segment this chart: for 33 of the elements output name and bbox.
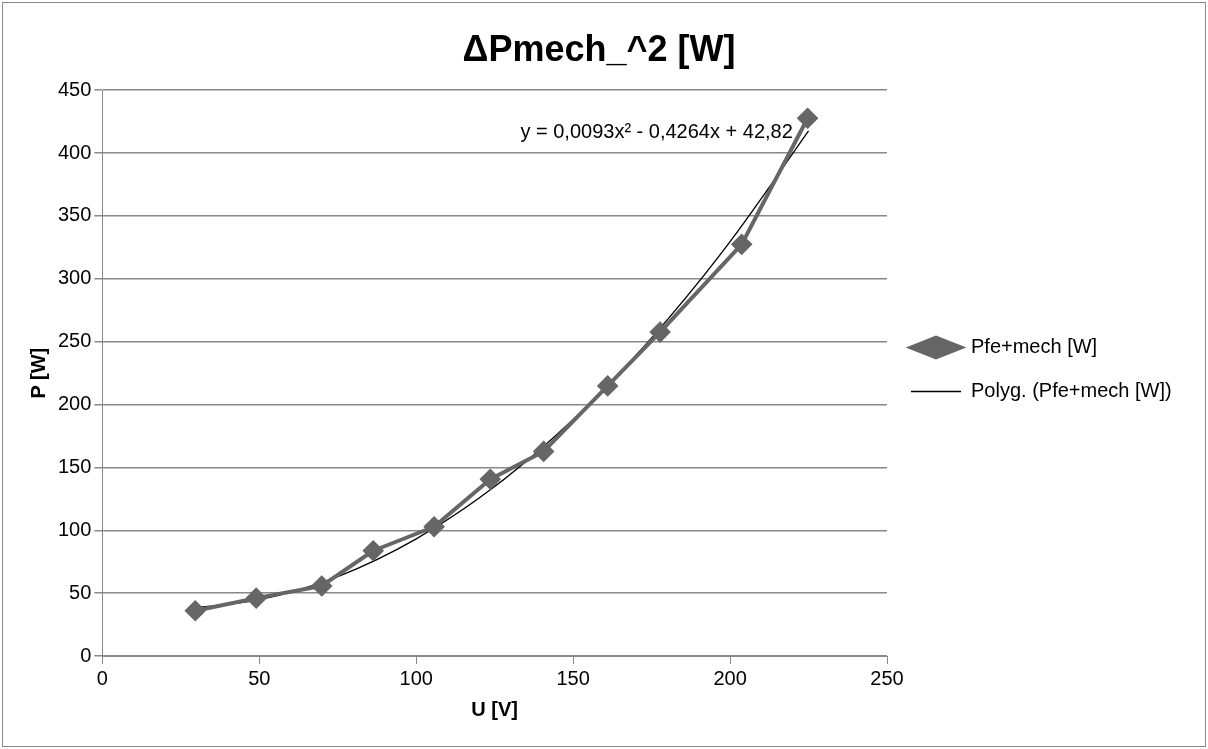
x-tick-label: 0 [96,666,108,689]
x-tick-label: 100 [399,666,433,689]
point [311,575,332,596]
x-tick-label: 50 [248,666,271,689]
point [246,588,267,609]
y-tick-label: 300 [57,266,92,289]
y-tick-label: 50 [69,580,92,603]
point [797,108,818,129]
y-tick-label: 250 [57,329,92,352]
point [363,540,384,561]
point [533,441,554,462]
point [650,322,671,343]
chart-title: ΔPmech_^2 [W] [462,27,736,69]
annotation: y = 0,0093x² - 0,4264x + 42,82 [520,119,793,142]
point [480,469,501,490]
y-tick-label: 350 [57,203,92,226]
point [185,600,206,621]
y-tick-label: 100 [57,517,92,540]
y-axis-title: P [W] [26,347,49,399]
point [424,516,445,537]
x-tick-label: 150 [556,666,590,689]
legend-label: Polyg. (Pfe+mech [W]) [971,379,1172,402]
point [597,375,618,396]
y-tick-label: 0 [80,643,92,666]
x-tick-label: 200 [713,666,747,689]
point [731,234,752,255]
x-axis-title: U [V] [471,697,519,720]
y-tick-label: 450 [57,77,92,100]
legend-label: Pfe+mech [W] [971,335,1098,358]
y-tick-label: 200 [57,392,92,415]
y-tick-label: 400 [57,140,92,163]
y-tick-label: 150 [57,454,92,477]
x-tick-label: 250 [870,666,904,689]
